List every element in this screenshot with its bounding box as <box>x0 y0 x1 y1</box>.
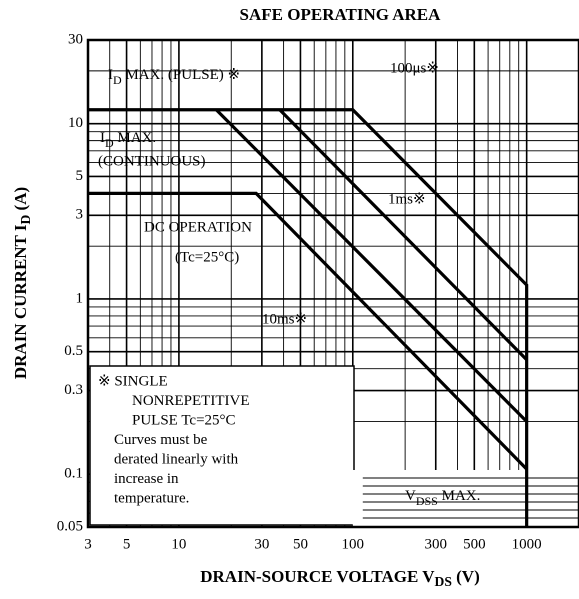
x-axis-label-main: DRAIN-SOURCE VOLTAGE V <box>200 567 435 586</box>
series-line <box>278 108 528 361</box>
vdss-box <box>352 470 579 527</box>
series-label: 100μs※ <box>390 60 439 76</box>
note-line: ※ SINGLE <box>98 373 168 389</box>
series-line <box>88 108 529 527</box>
y-tick-label: 3 <box>76 207 84 223</box>
x-axis-label: DRAIN-SOURCE VOLTAGE VDS (V) <box>200 567 480 589</box>
x-tick-label: 50 <box>293 536 308 552</box>
y-tick-label: 1 <box>76 290 84 306</box>
continuous-label-2: (CONTINUOUS) <box>98 153 206 169</box>
continuous-label: ID MAX. <box>100 130 156 149</box>
y-axis-label: DRAIN CURRENT ID (A) <box>11 187 33 379</box>
x-axis-label-sub: DS <box>435 574 452 589</box>
note-line: Curves must be <box>114 432 208 448</box>
x-tick-label: 500 <box>463 536 486 552</box>
x-tick-label: 3 <box>84 536 92 552</box>
y-tick-label: 0.3 <box>64 382 83 398</box>
note-line: PULSE Tc=25°C <box>132 412 236 428</box>
y-tick-label: 10 <box>68 115 83 131</box>
y-tick-label: 5 <box>76 168 84 184</box>
x-tick-label: 10 <box>171 536 186 552</box>
series-line <box>215 108 528 423</box>
series-line <box>88 191 528 471</box>
continuous-label-main: I <box>100 130 105 146</box>
y-axis-label-main: DRAIN CURRENT I <box>11 224 30 379</box>
y-axis-label-sub: D <box>18 215 33 225</box>
continuous-label-rest: MAX. <box>114 130 157 146</box>
note-line: derated linearly with <box>114 451 239 467</box>
frame <box>86 38 579 529</box>
x-tick-label: 1000 <box>512 536 542 552</box>
chart-title: SAFE OPERATING AREA <box>240 5 442 24</box>
vdss-label-rest: MAX. <box>438 488 481 504</box>
y-axis-label-rest: (A) <box>11 187 30 215</box>
y-tick-label: 30 <box>68 31 83 47</box>
notes-box <box>89 365 355 526</box>
x-tick-label: 300 <box>424 536 447 552</box>
x-tick-label: 5 <box>123 536 131 552</box>
vdss-label: VDSS MAX. <box>405 488 480 507</box>
vdss-label-main: V <box>405 488 416 504</box>
note-line: increase in <box>114 471 179 487</box>
pulse-label-sub: D <box>113 73 122 87</box>
y-tick-label: 0.5 <box>64 343 83 359</box>
y-tick-label: 0.1 <box>64 466 83 482</box>
note-line: NONREPETITIVE <box>132 393 249 409</box>
pulse-label-main: I <box>108 67 113 83</box>
series-label: 10ms※ <box>262 311 307 327</box>
pulse-label-rest: MAX. (PULSE) ※ <box>122 67 240 83</box>
vdss-label-sub: DSS <box>416 494 438 508</box>
series-label: DC OPERATION <box>144 219 252 235</box>
x-tick-label: 30 <box>254 536 269 552</box>
note-line: temperature. <box>114 490 189 506</box>
series-label: 1ms※ <box>388 191 426 207</box>
pulse-label: ID MAX. (PULSE) ※ <box>108 67 240 86</box>
dc-temp: (Tc=25°C) <box>175 249 239 265</box>
x-tick-label: 100 <box>342 536 365 552</box>
continuous-label-sub: D <box>105 136 114 150</box>
x-axis-label-rest: (V) <box>452 567 480 586</box>
y-tick-label: 0.05 <box>57 518 83 534</box>
